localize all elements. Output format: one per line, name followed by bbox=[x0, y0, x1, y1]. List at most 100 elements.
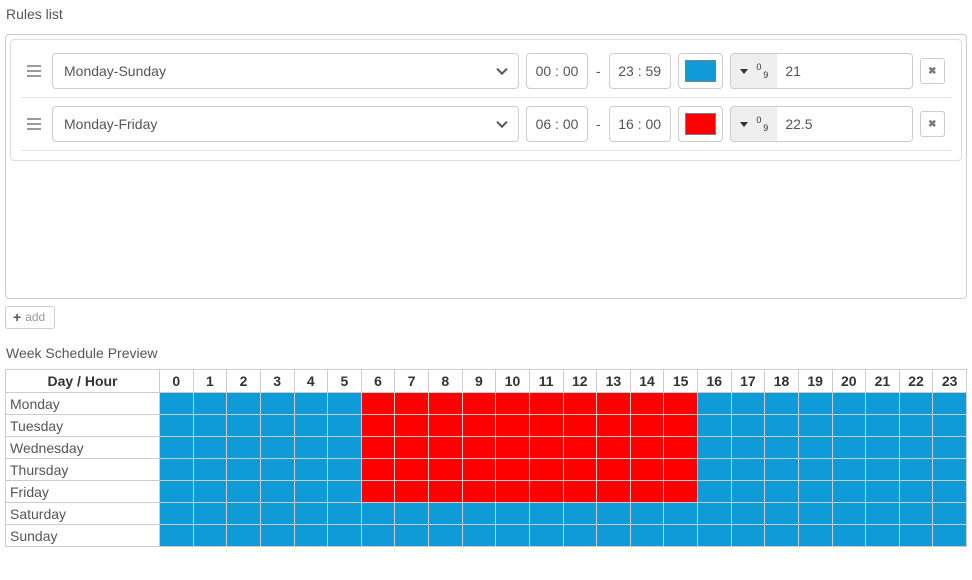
schedule-cell bbox=[495, 392, 530, 415]
schedule-cell bbox=[596, 480, 631, 503]
day-label: Saturday bbox=[5, 502, 160, 525]
hour-header: 23 bbox=[932, 369, 967, 393]
schedule-cell bbox=[259, 502, 295, 525]
schedule-cell bbox=[932, 436, 967, 459]
schedule-cell bbox=[831, 480, 867, 503]
schedule-body: Monday Tuesday Wednesday Thursday Friday Satu… bbox=[5, 392, 967, 547]
schedule-cell bbox=[461, 436, 497, 459]
schedule-cell bbox=[831, 436, 867, 459]
remove-rule-button[interactable]: ✖ bbox=[919, 111, 945, 137]
schedule-cell bbox=[865, 480, 900, 503]
schedule-cell bbox=[797, 480, 833, 503]
day-range-select[interactable]: Monday-Friday bbox=[52, 106, 519, 142]
drag-handle-icon[interactable] bbox=[23, 116, 45, 132]
schedule-cell bbox=[898, 480, 934, 503]
schedule-cell bbox=[562, 524, 598, 547]
schedule-cell bbox=[293, 480, 329, 503]
color-swatch bbox=[684, 113, 716, 135]
caret-down-icon bbox=[740, 121, 749, 127]
end-time-input[interactable] bbox=[608, 106, 671, 142]
schedule-cell bbox=[697, 392, 732, 415]
hour-header: 9 bbox=[461, 369, 497, 393]
schedule-cell bbox=[360, 458, 396, 481]
schedule-row: Wednesday bbox=[5, 436, 967, 459]
hour-header: 15 bbox=[663, 369, 698, 393]
schedule-cell bbox=[730, 480, 766, 503]
schedule-preview-title: Week Schedule Preview bbox=[6, 345, 158, 361]
value-input[interactable] bbox=[777, 54, 912, 88]
schedule-cell bbox=[495, 458, 530, 481]
schedule-cell bbox=[428, 458, 463, 481]
hour-header: 18 bbox=[764, 369, 799, 393]
color-swatch bbox=[684, 60, 716, 82]
schedule-cell bbox=[932, 414, 967, 437]
hour-header: 7 bbox=[394, 369, 429, 393]
schedule-cell bbox=[898, 414, 934, 437]
hour-header: 16 bbox=[697, 369, 732, 393]
schedule-cell bbox=[192, 524, 228, 547]
remove-rule-button[interactable]: ✖ bbox=[919, 58, 945, 84]
schedule-row: Sunday bbox=[5, 524, 967, 547]
start-time-input[interactable] bbox=[526, 53, 588, 89]
schedule-cell bbox=[697, 480, 732, 503]
color-picker-button[interactable] bbox=[677, 53, 724, 89]
hour-header: 3 bbox=[259, 369, 295, 393]
schedule-cell bbox=[461, 502, 497, 525]
schedule-cell bbox=[562, 414, 598, 437]
schedule-row: Saturday bbox=[5, 502, 967, 525]
schedule-cell bbox=[293, 502, 329, 525]
hour-header: 12 bbox=[562, 369, 598, 393]
schedule-cell bbox=[663, 392, 698, 415]
schedule-cell bbox=[226, 392, 261, 415]
end-time-input[interactable] bbox=[608, 53, 671, 89]
scheduler-page: Rules list Monday-Sunday-09✖Monday-Frida… bbox=[5, 6, 967, 547]
add-rule-button[interactable]: + add bbox=[5, 306, 56, 329]
schedule-cell bbox=[663, 524, 698, 547]
hour-header: 6 bbox=[360, 369, 396, 393]
schedule-cell bbox=[428, 524, 463, 547]
schedule-cell bbox=[797, 414, 833, 437]
schedule-cell bbox=[327, 392, 362, 415]
hour-header: 2 bbox=[226, 369, 261, 393]
day-label: Wednesday bbox=[5, 436, 160, 459]
schedule-cell bbox=[226, 524, 261, 547]
schedule-cell bbox=[764, 436, 799, 459]
schedule-cell bbox=[528, 392, 564, 415]
schedule-cell bbox=[528, 502, 564, 525]
rule-row: Monday-Friday - 09 ✖ bbox=[21, 98, 951, 151]
schedule-cell bbox=[932, 502, 967, 525]
schedule-cell bbox=[596, 436, 631, 459]
schedule-cell bbox=[596, 458, 631, 481]
schedule-cell bbox=[562, 502, 598, 525]
value-input[interactable] bbox=[777, 107, 912, 141]
schedule-cell bbox=[293, 414, 329, 437]
schedule-cell bbox=[293, 458, 329, 481]
schedule-cell bbox=[461, 414, 497, 437]
day-range-select[interactable]: Monday-Sunday bbox=[52, 53, 519, 89]
schedule-cell bbox=[697, 414, 732, 437]
schedule-cell bbox=[764, 392, 799, 415]
schedule-cell bbox=[562, 436, 598, 459]
schedule-cell bbox=[159, 458, 194, 481]
schedule-cell bbox=[495, 414, 530, 437]
schedule-cell bbox=[797, 524, 833, 547]
schedule-cell bbox=[428, 392, 463, 415]
schedule-cell bbox=[898, 458, 934, 481]
schedule-cell bbox=[259, 392, 295, 415]
drag-handle-icon[interactable] bbox=[23, 63, 45, 79]
schedule-cell bbox=[495, 480, 530, 503]
schedule-cell bbox=[394, 414, 429, 437]
schedule-cell bbox=[898, 436, 934, 459]
schedule-cell bbox=[865, 436, 900, 459]
color-picker-button[interactable] bbox=[677, 106, 724, 142]
schedule-cell bbox=[495, 502, 530, 525]
start-time-input[interactable] bbox=[526, 106, 588, 142]
day-label: Sunday bbox=[5, 524, 160, 547]
schedule-cell bbox=[764, 480, 799, 503]
plus-icon: + bbox=[13, 309, 22, 325]
hour-header: 22 bbox=[898, 369, 934, 393]
